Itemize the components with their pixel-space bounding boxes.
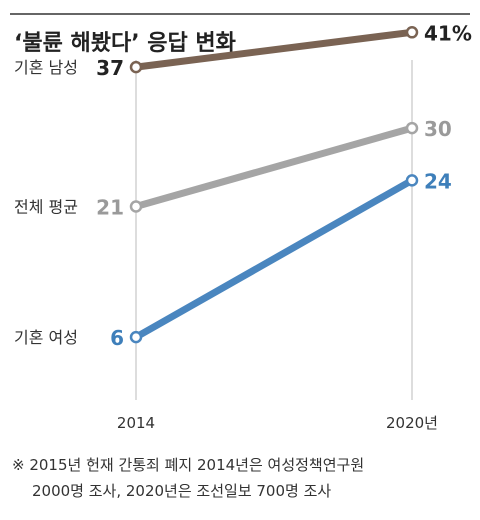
tick-layer: 2014 2020년 (117, 414, 438, 432)
footnote-line-2: 2000명 조사, 2020년은 조선일보 700명 조사 (32, 482, 331, 500)
series-3-point-1 (129, 330, 143, 344)
x-tick-label-1: 2014 (117, 414, 155, 432)
series-3-point-2 (405, 174, 419, 187)
series-2-line (132, 124, 416, 210)
x-tick-label-2: 2020년 (386, 414, 438, 432)
series-1-line (132, 28, 416, 71)
series-1-point-2 (405, 26, 419, 39)
series-1-point-1 (129, 60, 143, 74)
series-2-name-label: 전체 평균 (14, 197, 78, 216)
series-2-point-1 (129, 200, 143, 213)
series-1-end-value-label: 41% (424, 21, 472, 45)
series-3-start-value-label: 6 (110, 326, 124, 350)
series-3-end-value-label: 24 (424, 169, 452, 193)
series-3-name-label: 기혼 여성 (14, 328, 78, 347)
series-2-point-2 (405, 121, 419, 135)
series-layer: 기혼 남성 37 41% 전체 평균 21 30 기혼 여성 6 24 (14, 21, 472, 350)
series-1-start-value-label: 37 (96, 56, 124, 80)
footnote-line-1: ※ 2015년 헌재 간통죄 폐지 2014년은 여성정책연구원 (12, 456, 364, 474)
series-2-end-value-label: 30 (424, 117, 452, 141)
series-2-start-value-label: 21 (96, 195, 124, 219)
series-3-line (132, 176, 416, 341)
series-1-name-label: 기혼 남성 (14, 58, 78, 77)
chart-title: ‘불륜 해봤다’ 응답 변화 (14, 31, 236, 56)
